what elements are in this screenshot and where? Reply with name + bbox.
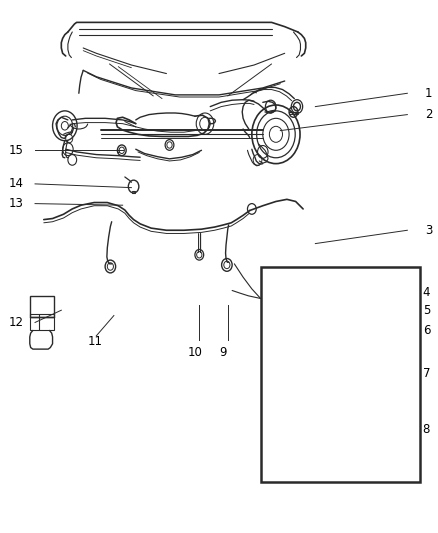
Text: 3: 3 <box>425 224 432 237</box>
Text: 12: 12 <box>9 316 24 329</box>
Text: 7: 7 <box>423 367 430 379</box>
Text: 2: 2 <box>425 108 432 121</box>
Text: 14: 14 <box>9 177 24 190</box>
Ellipse shape <box>324 330 342 338</box>
Text: 4: 4 <box>423 286 430 298</box>
Ellipse shape <box>324 319 342 328</box>
Bar <box>30 314 54 330</box>
Text: 13: 13 <box>9 197 24 210</box>
Ellipse shape <box>324 442 342 450</box>
Text: 5: 5 <box>423 304 430 317</box>
Ellipse shape <box>322 361 343 370</box>
Text: 8: 8 <box>423 423 430 435</box>
Text: 15: 15 <box>9 144 24 157</box>
Text: 1: 1 <box>425 87 432 100</box>
Text: 9: 9 <box>219 346 227 359</box>
Text: 6: 6 <box>423 324 430 337</box>
Ellipse shape <box>320 280 346 289</box>
Bar <box>30 296 54 317</box>
Text: 10: 10 <box>187 346 202 359</box>
Text: 11: 11 <box>88 335 102 348</box>
Bar <box>261 266 420 482</box>
Ellipse shape <box>324 371 342 377</box>
Ellipse shape <box>321 301 344 309</box>
